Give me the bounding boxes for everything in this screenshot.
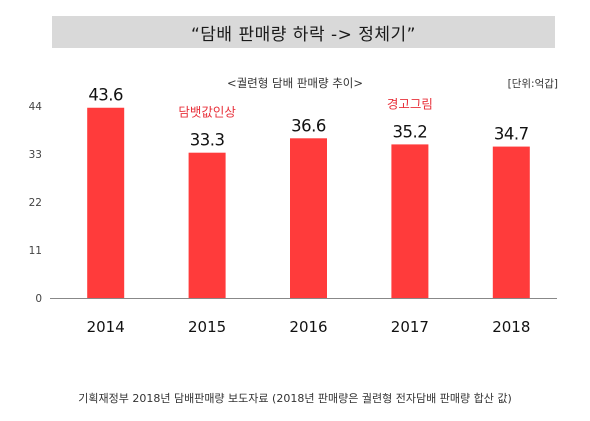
x-tick-label-2015: 2015	[188, 318, 226, 336]
bar-2017	[391, 144, 429, 298]
x-tick-label-2018: 2018	[492, 318, 530, 336]
data-label-2017: 35.2	[393, 122, 428, 141]
bar-2014	[87, 107, 125, 298]
annotation-2017: 경고그림	[387, 96, 433, 111]
bar-2016	[290, 138, 327, 298]
x-tick-label-2017: 2017	[391, 318, 429, 336]
bar-2015	[188, 152, 226, 298]
data-label-2015: 33.3	[190, 131, 225, 150]
annotation-2015: 담뱃값인상	[178, 105, 236, 120]
bar-2018	[492, 146, 530, 298]
data-label-2014: 43.6	[88, 86, 123, 105]
x-tick-label-2014: 2014	[87, 318, 125, 336]
data-label-2018: 34.7	[494, 125, 529, 144]
y-tick-label: 11	[29, 245, 42, 257]
unit-label: [단위:억갑]	[507, 78, 558, 90]
title-band: “담배 판매량 하락 -> 정체기”	[52, 16, 555, 48]
y-tick-label: 33	[29, 149, 42, 161]
page-title: “담배 판매량 하락 -> 정체기”	[190, 24, 416, 45]
chart-title: <궐련형 담배 판매량 추이>	[226, 76, 364, 90]
x-tick-label-2016: 2016	[289, 318, 327, 336]
data-label-2016: 36.6	[291, 116, 326, 135]
y-tick-label: 0	[35, 293, 42, 305]
y-tick-label: 44	[29, 101, 43, 113]
y-tick-label: 22	[29, 197, 42, 209]
source-note: 기획재정부 2018년 담배판매량 보도자료 (2018년 판매량은 궐련형 전…	[78, 392, 512, 405]
